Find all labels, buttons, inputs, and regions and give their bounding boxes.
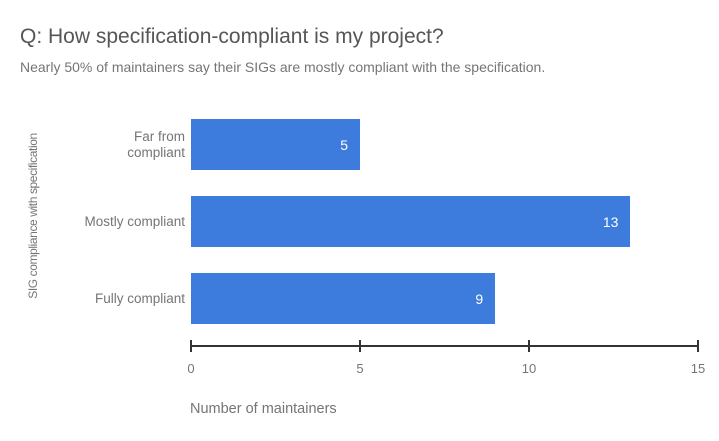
x-axis-tick bbox=[190, 340, 192, 352]
bar-value-label: 13 bbox=[602, 213, 619, 230]
bar-value-label: 9 bbox=[475, 290, 484, 307]
x-axis-line bbox=[191, 345, 698, 347]
category-label-mostly-compliant: Mostly compliant bbox=[84, 213, 185, 229]
x-axis-tick-label: 5 bbox=[356, 361, 364, 376]
category-label-far-from-compliant: Far from compliant bbox=[127, 128, 185, 160]
x-axis-tick-label: 15 bbox=[690, 361, 706, 376]
chart-title: Q: How specification-compliant is my pro… bbox=[20, 25, 444, 48]
bar-far-from-compliant: 5 bbox=[191, 119, 360, 170]
x-axis bbox=[190, 340, 699, 352]
bar-fully-compliant: 9 bbox=[191, 273, 496, 324]
x-axis-tick-labels: 0 5 10 15 bbox=[187, 361, 705, 377]
x-axis-tick bbox=[359, 340, 361, 352]
plot-area: 5 13 9 bbox=[191, 119, 698, 324]
bar-mostly-compliant: 13 bbox=[191, 196, 631, 247]
x-axis-tick-label: 0 bbox=[187, 361, 195, 376]
chart-subtitle: Nearly 50% of maintainers say their SIGs… bbox=[20, 59, 546, 75]
category-label-fully-compliant: Fully compliant bbox=[94, 290, 185, 306]
x-axis-title: Number of maintainers bbox=[190, 401, 337, 417]
x-axis-tick-label: 10 bbox=[521, 361, 537, 376]
x-axis-tick bbox=[697, 340, 699, 352]
bar-value-label: 5 bbox=[340, 136, 348, 153]
x-axis-tick bbox=[528, 340, 530, 352]
